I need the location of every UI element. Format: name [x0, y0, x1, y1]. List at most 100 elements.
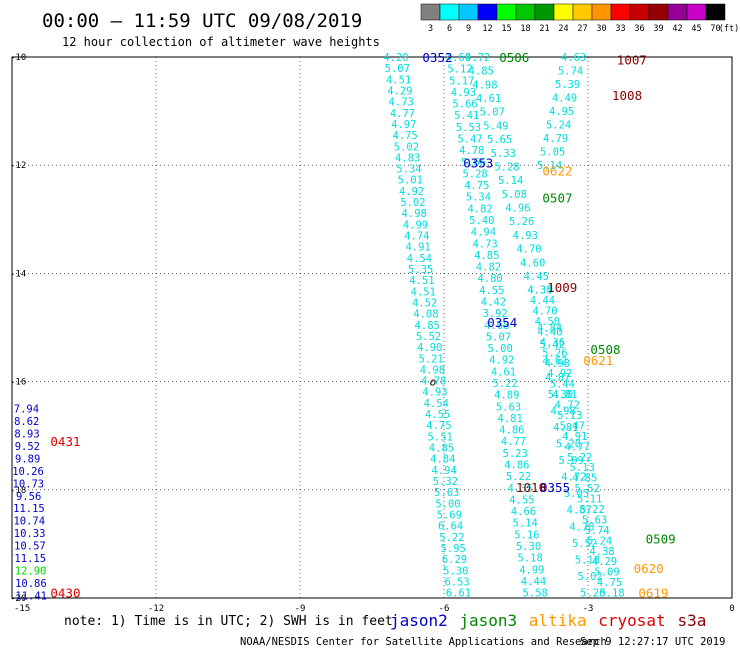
wave-height-value: 4.78 [569, 521, 594, 533]
colorbar [420, 3, 726, 21]
colorbar-tick-label: 18 [520, 24, 530, 34]
wave-height-value: 5.00 [487, 343, 512, 355]
colorbar-tick-label: 15 [501, 24, 511, 34]
wave-height-value: 5.20 [580, 588, 605, 600]
wave-height-value: 4.96 [505, 203, 530, 215]
colorbar-tick-label: 36 [634, 24, 644, 34]
wave-height-value: 5.02 [394, 141, 419, 153]
wave-height-value: 4.87 [567, 505, 592, 517]
chart-title: 00:00 – 11:59 UTC 09/08/2019 [42, 10, 362, 32]
wave-height-value: 4.84 [430, 454, 455, 466]
time-label: 0620 [634, 561, 664, 576]
wave-height-value: 4.35 [527, 285, 552, 297]
wave-height-value: 5.09 [594, 567, 619, 579]
wave-height-value: 5.17 [449, 75, 474, 87]
legend-entry: jason3 [459, 611, 517, 630]
wave-height-value: 6.53 [444, 576, 469, 588]
wave-height-value: 5.18 [518, 553, 543, 565]
plot-frame [11, 56, 733, 599]
time-label: 0622 [542, 164, 572, 179]
wave-height-value: 4.93 [513, 230, 538, 242]
wave-height-value: 4.92 [489, 355, 514, 367]
y-tick-label: -12 [10, 161, 26, 171]
wave-height-value: 5.21 [418, 353, 443, 365]
wave-height-value: 5.11 [577, 494, 602, 506]
wave-height-value: 5.42 [540, 339, 565, 351]
time-label: 1008 [612, 88, 642, 103]
wave-height-value: 4.82 [476, 262, 501, 274]
wave-height-value: 5.47 [560, 420, 585, 432]
time-label: 0509 [646, 531, 676, 546]
wave-height-value: 5.14 [513, 518, 538, 530]
wave-height-value: 4.44 [521, 576, 546, 588]
x-tick-label: -9 [295, 604, 306, 614]
wave-height-value: 10.73 [13, 478, 45, 490]
x-tick-label: -12 [148, 604, 164, 614]
time-labels: 0352 0506 1007 1008 0353 0622 0507 1009 0354 0508… [50, 50, 675, 601]
legend-entry: jason2 [390, 611, 448, 630]
wave-height-value: 5.33 [491, 148, 516, 160]
wave-height-value: 5.05 [540, 147, 565, 159]
wave-height-value: 5.30 [516, 541, 541, 553]
wave-height-value: 4.51 [411, 286, 436, 298]
tracks: 4.205.074.514.294.734.774.974.755.024.83… [12, 52, 624, 602]
wave-height-value: 5.03 [564, 488, 589, 500]
wave-height-value: 4.62 [542, 356, 567, 368]
x-tick-label: 0 [729, 604, 734, 614]
wave-height-value: 4.72 [561, 472, 586, 484]
wave-height-value: 5.32 [433, 476, 458, 488]
wave-height-value: 5.23 [503, 448, 528, 460]
wave-height-value: 4.81 [498, 413, 523, 425]
time-label: 0430 [50, 586, 80, 601]
colorbar-tick-label: 24 [558, 24, 568, 34]
wave-height-value: 4.75 [426, 420, 451, 432]
colorbar-swatch [534, 3, 555, 21]
wave-height-value: 5.28 [462, 168, 487, 180]
wave-height-value: 4.66 [511, 506, 536, 518]
wave-height-value: 4.68 [484, 320, 509, 332]
time-label: 0508 [590, 342, 620, 357]
colorbar-swatch [477, 3, 498, 21]
wave-height-value: 4.70 [532, 306, 557, 318]
wave-height-value: 4.72 [555, 400, 580, 412]
time-label: 0353 [463, 155, 493, 170]
colorbar-swatch [686, 3, 707, 21]
wave-height-value: 5.52 [416, 331, 441, 343]
wave-height-value: 4.51 [409, 275, 434, 287]
wave-height-value: 5.51 [428, 431, 453, 443]
wave-height-value: 4.94 [431, 465, 456, 477]
wave-height-value: 4.95 [549, 106, 574, 118]
wave-height-value: 4.55 [509, 494, 534, 506]
wave-height-value: 8.93 [14, 429, 39, 441]
wave-height-value: 4.85 [415, 320, 440, 332]
wave-height-value: 5.13 [557, 410, 582, 422]
wave-height-value: 5.13 [570, 462, 595, 474]
wave-height-value: 4.97 [391, 119, 416, 131]
wave-height-value: 10.26 [12, 466, 44, 478]
colorbar-ticks: 3 6 9 12 15 18 21 24 27 30 33 36 39 42 45 70(ft) [428, 24, 739, 34]
legend-entry: altika [529, 611, 587, 630]
time-label: 0621 [583, 353, 613, 368]
wave-height-value: 5.74 [558, 66, 583, 78]
wave-height-value: 9.89 [15, 453, 40, 465]
wave-height-value: 4.89 [494, 390, 519, 402]
y-tick-label: -20 [10, 594, 26, 604]
wave-height-value: 4.86 [499, 425, 524, 437]
wave-height-value: 4.38 [589, 546, 614, 558]
colorbar-swatch [439, 3, 460, 21]
wave-height-value: 4.82 [467, 203, 492, 215]
wave-height-value: 4.60 [520, 257, 545, 269]
wave-height-value: 5.22 [506, 471, 531, 483]
wave-height-value: 4.92 [547, 368, 572, 380]
wave-height-value: 5.20 [556, 438, 581, 450]
wave-height-value: 4.99 [403, 219, 428, 231]
colorbar-swatch [705, 3, 726, 21]
wave-height-value: 9.52 [15, 441, 40, 453]
wave-height-value: 4.93 [422, 387, 447, 399]
time-label: 0355 [540, 480, 570, 495]
wave-height-value: 5.74 [584, 525, 609, 537]
wave-height-value: 10.86 [15, 578, 47, 590]
wave-height-value: 5.12 [447, 64, 472, 76]
wave-height-value: 11.15 [13, 503, 45, 515]
